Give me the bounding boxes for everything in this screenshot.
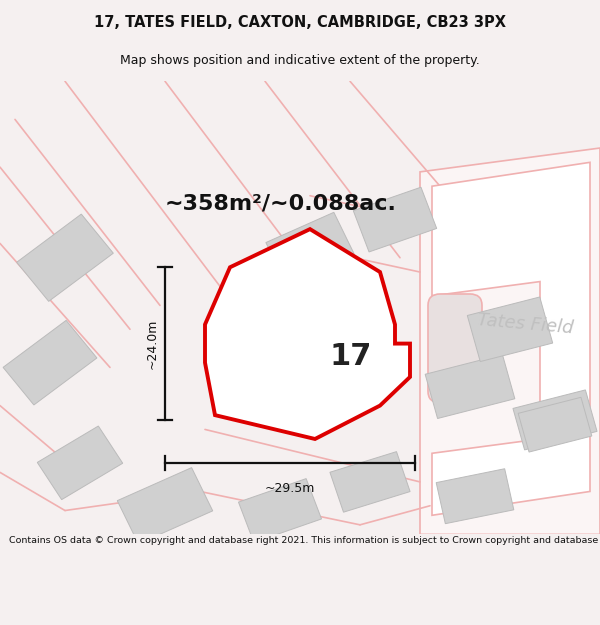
Text: Contains OS data © Crown copyright and database right 2021. This information is : Contains OS data © Crown copyright and d…: [9, 536, 600, 544]
Polygon shape: [117, 468, 213, 544]
Polygon shape: [37, 426, 123, 499]
Text: Tates Field: Tates Field: [476, 311, 574, 338]
Polygon shape: [467, 297, 553, 362]
Polygon shape: [205, 229, 410, 439]
Polygon shape: [518, 398, 592, 452]
Polygon shape: [432, 162, 590, 515]
Text: 17: 17: [329, 342, 372, 371]
Polygon shape: [513, 390, 597, 450]
Polygon shape: [330, 452, 410, 512]
Text: 17, TATES FIELD, CAXTON, CAMBRIDGE, CB23 3PX: 17, TATES FIELD, CAXTON, CAMBRIDGE, CB23…: [94, 15, 506, 30]
Polygon shape: [266, 213, 354, 284]
Polygon shape: [238, 479, 322, 542]
Text: Map shows position and indicative extent of the property.: Map shows position and indicative extent…: [120, 54, 480, 68]
Polygon shape: [425, 354, 515, 419]
Polygon shape: [436, 469, 514, 524]
Polygon shape: [420, 148, 600, 534]
Text: ~29.5m: ~29.5m: [265, 482, 315, 495]
Polygon shape: [353, 188, 437, 252]
Polygon shape: [17, 214, 113, 301]
Text: ~24.0m: ~24.0m: [146, 318, 158, 369]
FancyBboxPatch shape: [428, 294, 482, 402]
Polygon shape: [3, 321, 97, 405]
Text: ~358m²/~0.088ac.: ~358m²/~0.088ac.: [165, 193, 397, 213]
